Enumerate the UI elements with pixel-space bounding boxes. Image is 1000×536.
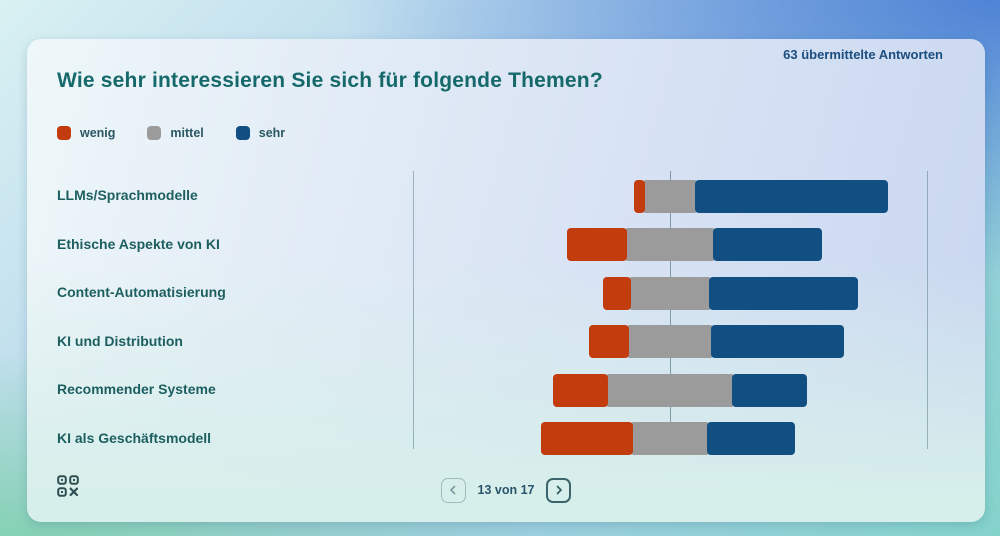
bar-segment-wenig [633,179,645,213]
page-indicator: 13 von 17 [477,483,535,497]
bar-segment-mittel [623,228,717,261]
bar-segment-sehr [695,179,889,213]
prev-page-button[interactable] [440,477,466,503]
bar-segment-wenig [603,276,631,310]
legend-item-wenig: wenig [57,126,115,140]
diverging-bar-chart: LLMs/Sprachmodelle Ethische Aspekte von K… [27,39,985,522]
axis-line-center [670,171,671,449]
legend-swatch-icon [147,126,162,140]
category-label: Content-Automatisierung [57,284,226,300]
category-label: KI und Distribution [57,332,183,349]
bar-segment-mittel [627,276,713,310]
bar-segment-sehr [713,228,822,261]
qr-code-icon[interactable] [57,475,79,497]
bar-segment-wenig [540,422,633,455]
bar-segment-sehr [707,422,796,455]
category-label: LLMs/Sprachmodelle [57,187,198,203]
axis-line-left [413,171,414,449]
next-page-button[interactable] [546,477,572,503]
legend-label: mittel [170,126,204,140]
chevron-right-icon [556,485,562,495]
bar-segment-mittel [629,422,711,455]
bar-segment-wenig [552,373,609,407]
legend-swatch-icon [235,126,250,140]
category-label: Recommender Systeme [57,381,216,397]
chevron-left-icon [450,485,456,495]
bar-segment-wenig [589,325,629,358]
bar-segment-sehr [709,276,858,310]
slide-card: 63 übermittelte Antworten Wie sehr inter… [27,39,985,522]
category-label: KI als Geschäftsmodell [57,429,212,446]
bar-segment-sehr [731,373,808,407]
bar-segment-mittel [641,179,699,213]
category-label: Ethische Aspekte von KI [57,235,220,252]
legend-label: wenig [80,126,116,140]
bar-segment-mittel [625,325,715,358]
bar-segment-sehr [711,325,844,358]
bar-segment-mittel [605,373,735,407]
page-title: Wie sehr interessieren Sie sich für folg… [57,69,603,92]
chart-legend: wenig mittel sehr [57,126,285,140]
legend-label: sehr [258,126,286,140]
axis-line-right [927,171,928,449]
pagination: 13 von 17 [27,476,985,504]
bar-segment-wenig [567,228,627,261]
legend-item-mittel: mittel [147,126,204,140]
legend-swatch-icon [57,126,71,140]
legend-item-sehr: sehr [235,126,286,140]
responses-count: 63 übermittelte Antworten [783,47,943,62]
